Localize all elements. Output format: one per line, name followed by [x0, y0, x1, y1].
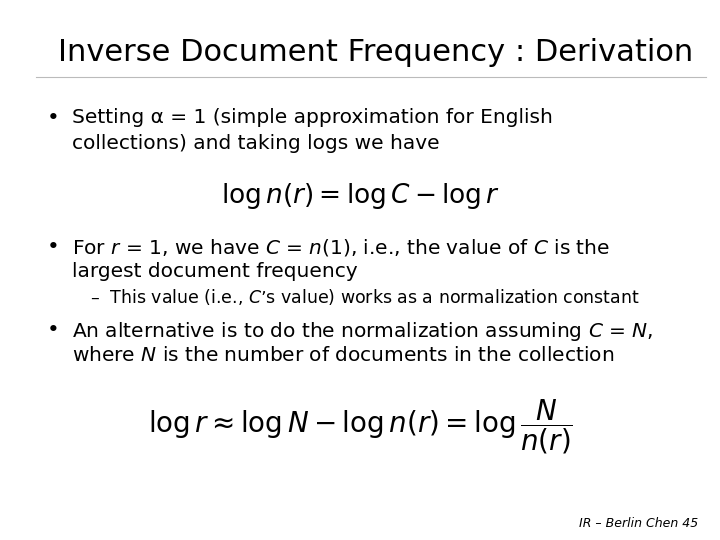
Text: •: •	[47, 320, 60, 340]
Text: For $r$ = 1, we have $C$ = $n$(1), i.e., the value of $C$ is the: For $r$ = 1, we have $C$ = $n$(1), i.e.,…	[72, 237, 610, 258]
Text: collections) and taking logs we have: collections) and taking logs we have	[72, 134, 440, 153]
Text: $\log r \approx \log N - \log n(r) = \log \dfrac{N}{n(r)}$: $\log r \approx \log N - \log n(r) = \lo…	[148, 397, 572, 456]
Text: largest document frequency: largest document frequency	[72, 262, 358, 281]
Text: $\log n(r) = \log C - \log r$: $\log n(r) = \log C - \log r$	[220, 181, 500, 211]
Text: Inverse Document Frequency : Derivation: Inverse Document Frequency : Derivation	[58, 38, 693, 67]
Text: •: •	[47, 237, 60, 256]
Text: An alternative is to do the normalization assuming $C$ = $N$,: An alternative is to do the normalizatio…	[72, 320, 653, 343]
Text: •: •	[47, 108, 60, 128]
Text: –  This value (i.e., $C$’s value) works as a normalization constant: – This value (i.e., $C$’s value) works a…	[90, 287, 640, 307]
Text: Setting α = 1 (simple approximation for English: Setting α = 1 (simple approximation for …	[72, 108, 553, 127]
Text: where $N$ is the number of documents in the collection: where $N$ is the number of documents in …	[72, 346, 614, 365]
Text: IR – Berlin Chen 45: IR – Berlin Chen 45	[579, 517, 698, 530]
